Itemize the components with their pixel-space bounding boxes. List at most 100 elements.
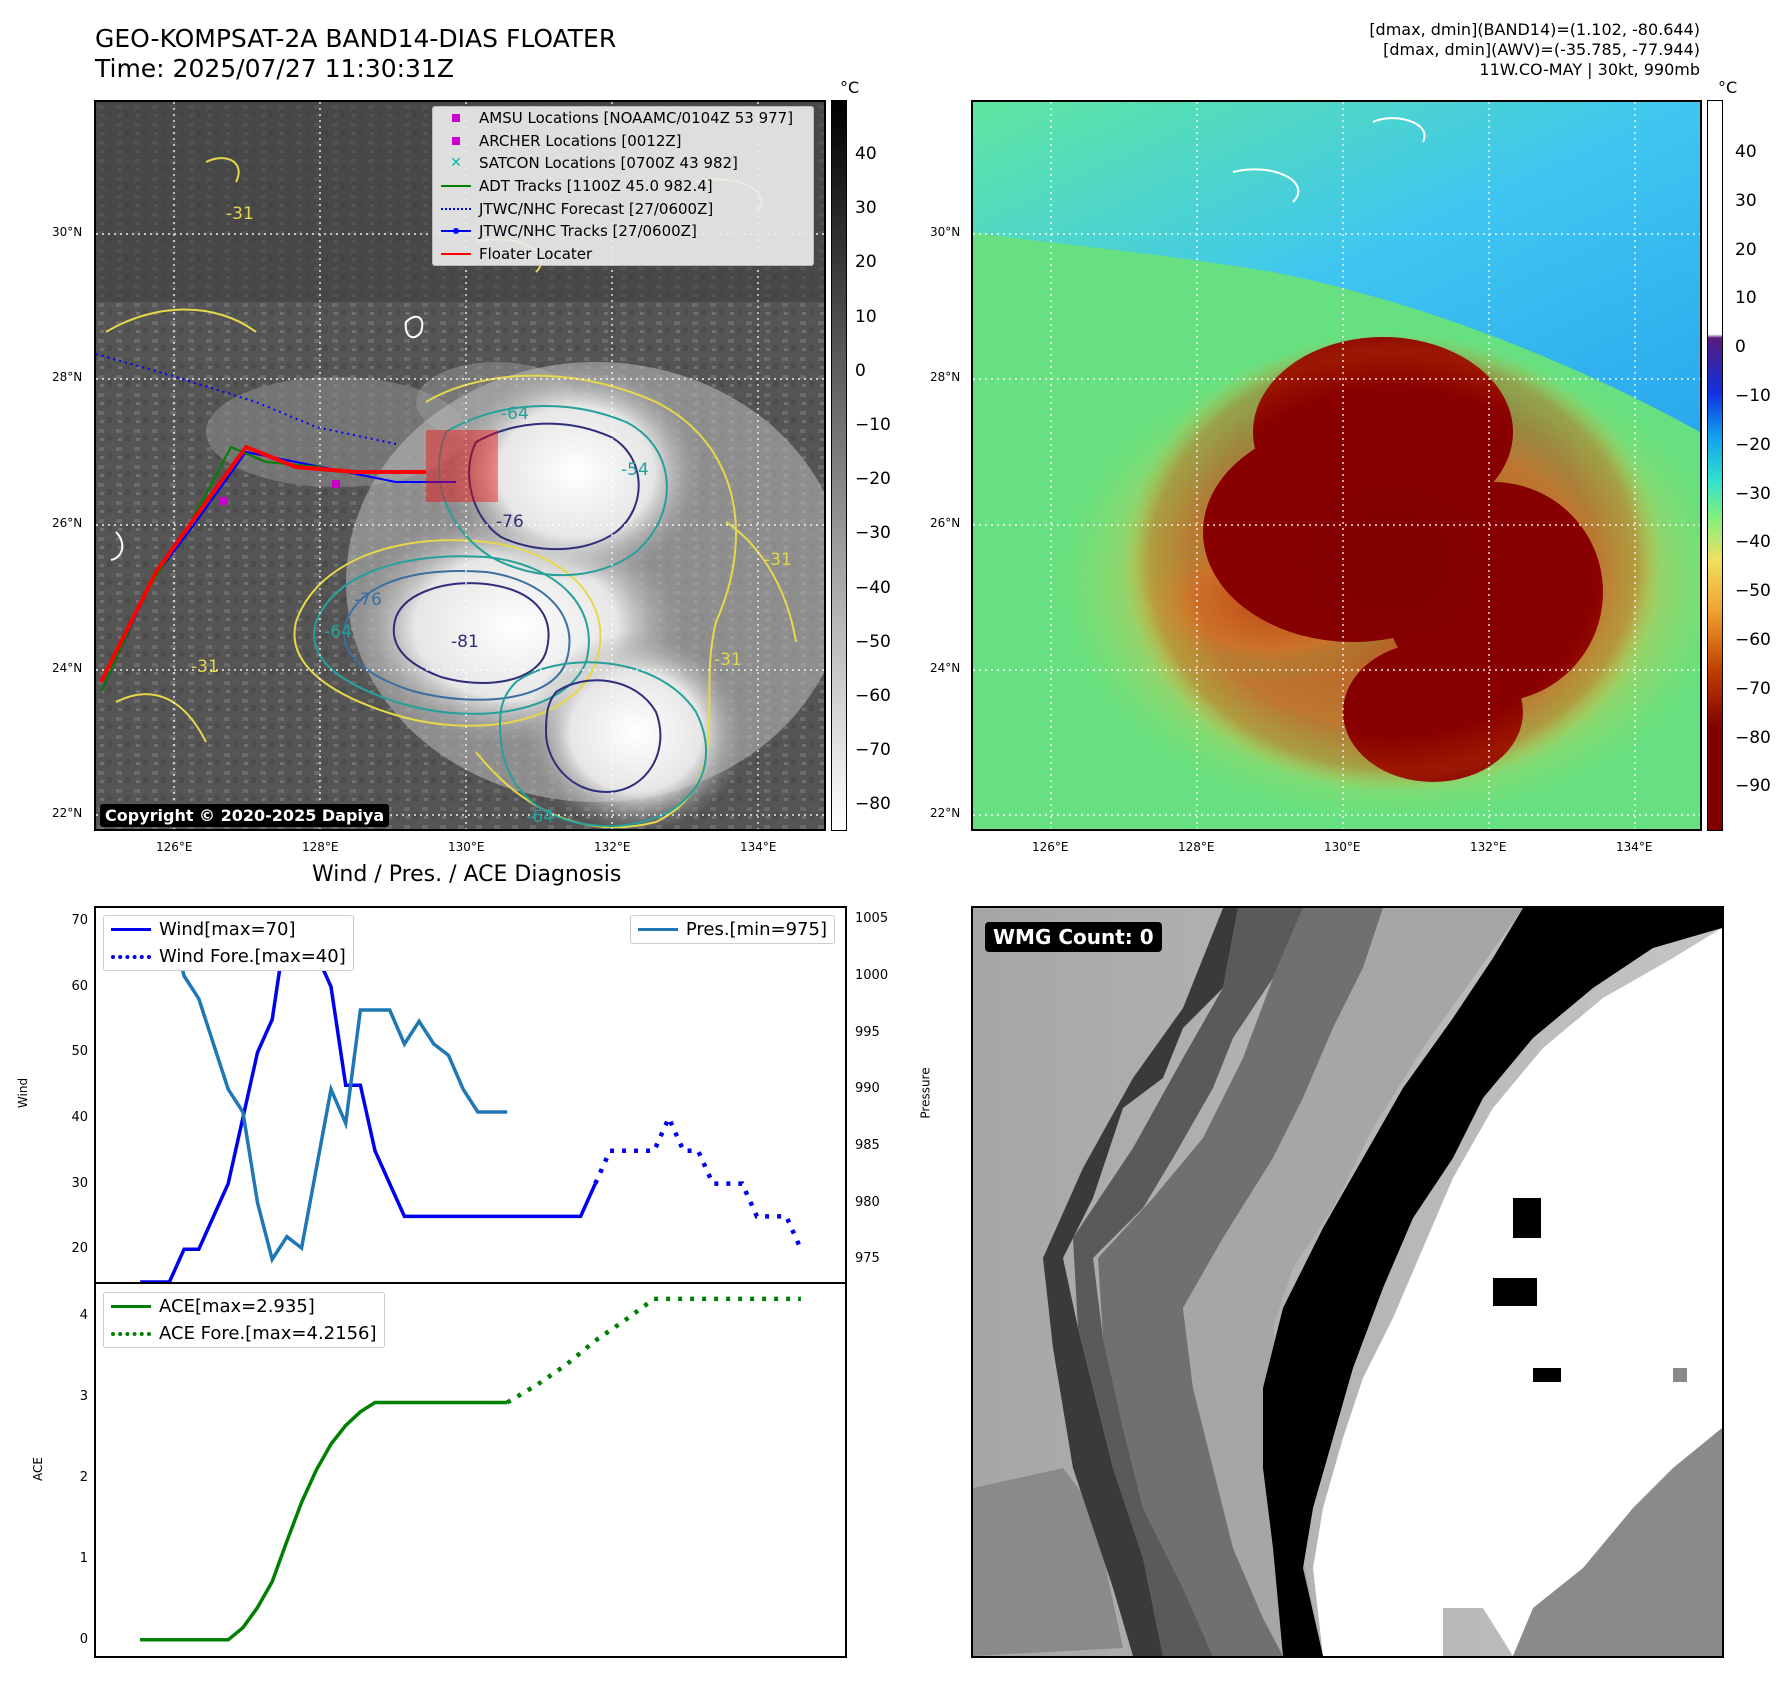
axis-tick-label: 2 (79, 1470, 88, 1486)
axis-tick-label: 985 (855, 1138, 880, 1153)
wmg-canvas (973, 908, 1722, 1656)
colorbar-tick: −20 (855, 469, 891, 490)
color-colorbar (1707, 100, 1723, 831)
axis-tick-label: 990 (855, 1081, 880, 1097)
legend-label: AMSU Locations [NOAAMC/0104Z 53 977] (479, 109, 794, 128)
info-band14: [dmax, dmin](BAND14)=(1.102, -80.644) (1369, 20, 1700, 39)
colorbar-tick: 20 (855, 252, 877, 273)
legend-item-amsu: AMSU Locations [NOAAMC/0104Z 53 977] (433, 107, 813, 130)
line-marker-icon (637, 928, 678, 931)
wmg-count-badge: WMG Count: 0 (985, 922, 1162, 952)
lon-label: 130°E (1324, 840, 1361, 854)
lat-label: 26°N (52, 516, 83, 530)
contour-label: -76 (354, 590, 382, 610)
color-map-canvas (973, 102, 1700, 829)
legend-label: Floater Locater (479, 244, 593, 263)
lon-label: 128°E (1178, 840, 1215, 854)
legend-item-ace-forecast: ACE Fore.[max=4.2156] (104, 1320, 384, 1347)
legend-item-adt: ADT Tracks [1100Z 45.0 982.4] (433, 175, 813, 198)
colorbar-tick: −30 (855, 523, 891, 544)
contour-label: -31 (226, 204, 254, 224)
legend-label: Pres.[min=975] (685, 919, 827, 940)
grayscale-colorbar (831, 100, 847, 831)
legend-item-archer: ARCHER Locations [0012Z] (433, 130, 813, 153)
lon-label: 128°E (302, 840, 339, 854)
axis-tick-label: 70 (71, 913, 88, 929)
axis-tick-label: 0 (79, 1631, 88, 1647)
wind-series-line (140, 914, 597, 1282)
lon-label: 126°E (1032, 840, 1069, 854)
colorbar-tick: −60 (855, 686, 891, 706)
ace-plot: ACE[max=2.935] ACE Fore.[max=4.2156] (94, 1282, 847, 1658)
legend-item-pressure: Pres.[min=975] (631, 916, 834, 943)
colorbar-tick: −80 (855, 794, 891, 815)
wind-axis-label: Wind (16, 1077, 31, 1109)
legend-label: JTWC/NHC Tracks [27/0600Z] (479, 222, 697, 241)
contour-label: -31 (191, 657, 219, 677)
colorbar-tick: −90 (1735, 776, 1771, 797)
diagnosis-title: Wind / Pres. / ACE Diagnosis (312, 862, 622, 887)
legend-item-jtwc-tracks: JTWC/NHC Tracks [27/0600Z] (433, 220, 813, 243)
axis-tick-label: 1000 (855, 968, 889, 983)
axis-tick-label: 1005 (855, 911, 889, 927)
wind-legend: Wind[max=70] Wind Fore.[max=40] (103, 915, 354, 971)
legend-label: Wind[max=70] (159, 919, 296, 940)
lat-label: 26°N (930, 516, 961, 530)
dotted-line-icon (111, 1331, 151, 1336)
axis-tick-label: 980 (855, 1194, 880, 1210)
legend-label: JTWC/NHC Forecast [27/0600Z] (479, 199, 714, 218)
lat-label: 30°N (930, 225, 961, 239)
colorbar-tick: −70 (855, 740, 891, 761)
legend-item-satcon: ✕ SATCON Locations [0700Z 43 982] (433, 152, 813, 175)
legend-label: Wind Fore.[max=40] (159, 946, 346, 967)
dotted-line-icon (439, 207, 473, 210)
lat-label: 28°N (930, 370, 961, 384)
contour-label: -64 (324, 622, 352, 642)
wmg-panel: WMG Count: 0 (971, 906, 1724, 1658)
colorbar-tick: −40 (855, 577, 891, 598)
axis-tick-label: 1 (79, 1550, 88, 1566)
ace-axis-label: ACE (30, 1457, 45, 1481)
legend-label: ARCHER Locations [0012Z] (479, 131, 682, 150)
wind-pressure-plot: Wind[max=70] Wind Fore.[max=40] Pres.[mi… (94, 906, 847, 1284)
lon-label: 134°E (1616, 840, 1653, 854)
colorbar-tick: 10 (855, 306, 877, 327)
line-marker-icon (111, 928, 151, 931)
lat-label: 28°N (52, 370, 83, 384)
ace-series-line (140, 1400, 508, 1642)
wind-pressure-canvas (140, 914, 803, 1282)
contour-label: -64 (501, 404, 529, 424)
colorbar-tick: 20 (1735, 239, 1757, 260)
axis-tick-label: 60 (71, 978, 88, 994)
colorbar-tick: −20 (1735, 434, 1771, 455)
colorbar-tick: −40 (1735, 532, 1771, 553)
line-marker-icon (439, 185, 473, 188)
colorbar-tick: −50 (1735, 581, 1771, 602)
info-awv: [dmax, dmin](AWV)=(-35.785, -77.944) (1383, 40, 1700, 59)
colorbar-unit: °C (1718, 78, 1738, 97)
axis-tick-label: 50 (71, 1044, 88, 1060)
chart-time: Time: 2025/07/27 11:30:31Z (95, 54, 454, 83)
legend-label: ACE Fore.[max=4.2156] (159, 1323, 377, 1344)
pressure-series-line (140, 917, 508, 1264)
colorbar-tick: −30 (1735, 483, 1771, 504)
line-marker-icon (439, 252, 473, 255)
lat-label: 22°N (52, 806, 83, 820)
legend-item-wind: Wind[max=70] (104, 916, 353, 943)
lon-label: 132°E (1470, 840, 1507, 854)
colorbar-tick: 40 (1735, 142, 1757, 162)
axis-tick-label: 20 (71, 1241, 88, 1257)
lon-label: 130°E (448, 840, 485, 854)
colorbar-tick: −70 (1735, 678, 1771, 699)
colorbar-tick: −10 (855, 415, 891, 435)
contour-label: -64 (526, 807, 554, 827)
colorbar-tick: 0 (1735, 337, 1746, 358)
colorbar-tick: 30 (855, 198, 877, 219)
contour-label: -76 (496, 512, 524, 532)
legend-label: ADT Tracks [1100Z 45.0 982.4] (479, 177, 713, 196)
info-storm: 11W.CO-MAY | 30kt, 990mb (1479, 60, 1700, 79)
square-marker-icon (439, 136, 473, 145)
colorbar-tick: −80 (1735, 727, 1771, 748)
lon-label: 126°E (156, 840, 193, 854)
ir-color-map (971, 100, 1702, 831)
